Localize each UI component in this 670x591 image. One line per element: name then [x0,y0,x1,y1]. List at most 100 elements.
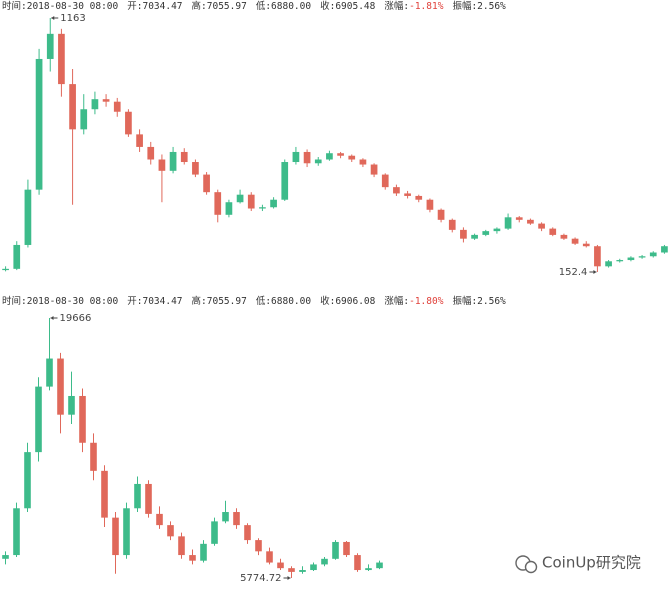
candle-body [627,257,635,261]
status-label: 低: [256,295,271,307]
candle-body [343,541,350,556]
candle-body [277,562,284,569]
status-value: 2018-08-30 08:00 [27,296,119,307]
candle-body [527,219,534,224]
candle-body [189,555,196,561]
candle-body [365,568,372,571]
candle-body [46,358,53,387]
candle-body [222,512,229,522]
candle-body [493,228,501,232]
status-value: 2.56% [477,1,506,12]
candle-body [281,162,289,200]
candle-body [24,452,31,509]
candle-body [35,386,42,453]
status-label: 开: [127,1,142,12]
status-label: 收: [320,0,335,12]
candle-body [332,541,339,559]
candle-body [460,229,467,239]
candle-body [113,101,121,112]
candle-body [348,155,356,160]
watermark: CoinUp研究院 [515,554,641,574]
candle-body [167,525,174,537]
candle-body [2,268,9,271]
status-value: 6906.08 [335,296,375,307]
candle-body [158,159,166,171]
candle-body [46,33,54,59]
candle-body [426,199,434,210]
status-value: 2018-08-30 08:00 [27,1,119,12]
candle-body [79,395,86,443]
min-label: 5774.72 [240,573,281,584]
candle-body [214,192,222,215]
wechat-icon [524,560,538,574]
candle-body [13,508,20,556]
candle-body [259,207,266,209]
candle-body [303,151,311,164]
status-value: 7034.47 [142,296,182,307]
status-value: 7055.97 [207,1,247,12]
candle-body [156,513,163,526]
candle-body [233,512,240,526]
candle-body [169,151,177,171]
candle-body [370,164,378,175]
candle-body [471,234,478,239]
candle-body [180,151,188,163]
candle-body [359,159,367,165]
candle-body [68,395,75,415]
candle-body [504,217,512,229]
candle-body [482,231,490,235]
candle-body [594,246,601,267]
status-bar: 时间:2018-08-30 08:00 开:7034.47 高:7055.97 低:6… [2,0,506,12]
candle-body [549,228,557,235]
status-label: 时间: [2,0,27,12]
candle-body [178,536,185,556]
candle-body [102,99,110,102]
candle-body [112,517,119,556]
status-label: 时间: [2,295,27,307]
candle-body [415,195,423,200]
candle-body [203,174,210,193]
status-value: 6905.48 [335,1,375,12]
status-label: 高: [192,0,207,12]
candle-body [560,234,568,239]
status-value: 7034.47 [142,1,182,12]
candle-body [247,194,255,209]
candle-body [310,564,317,571]
candle-body [321,558,328,565]
status-label: 开: [127,296,142,307]
candle-body [125,111,132,135]
candle-body [134,483,141,509]
candle-body [404,193,411,196]
candle-body [90,442,97,471]
candle-body [80,109,88,130]
candle-body [337,153,344,156]
max-arrow-head [51,16,55,20]
candle-body [192,162,199,175]
status-label: 高: [192,295,207,307]
candle-body [288,568,295,572]
watermark-text: CoinUp研究院 [542,554,641,572]
candle-body [638,256,646,258]
candle-body [255,540,262,552]
candle-body [270,199,277,208]
min-label: 152.4 [559,267,588,278]
candle-body [266,551,273,563]
status-value: 2.56% [477,296,506,307]
candle-body [299,570,306,572]
candle-body [200,543,207,561]
candle-body [292,151,300,163]
min-arrow-head [593,270,597,274]
candle-body [211,521,218,544]
min-arrow-head [287,576,291,580]
candle-body [244,525,251,541]
candle-body [58,33,65,85]
candle-body [571,238,579,244]
candle-body [515,217,523,220]
status-value: -1.81% [409,1,444,12]
status-value: 7055.97 [207,296,247,307]
candle-body [393,187,400,194]
candle-body [225,202,233,215]
status-value: 6880.00 [271,296,311,307]
status-label: 收: [320,295,335,307]
